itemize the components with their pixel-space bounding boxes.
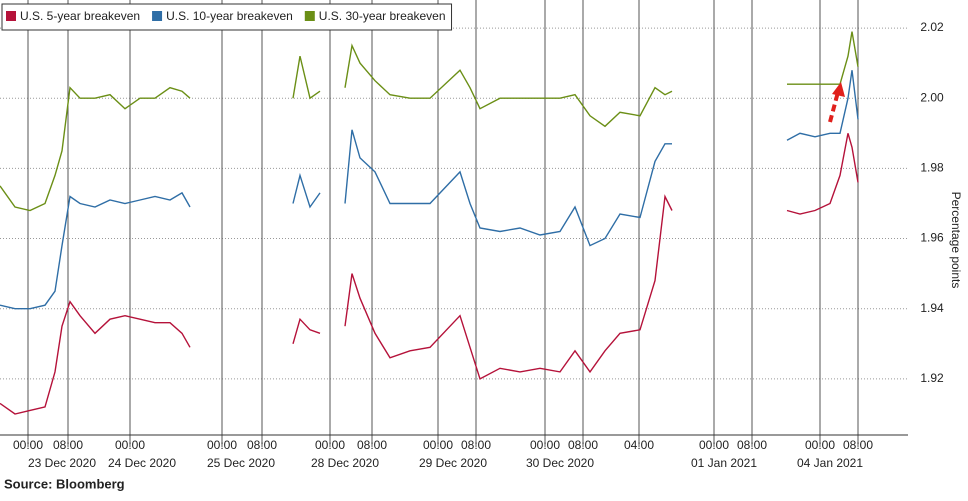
x-tick-label: 08:00 bbox=[737, 438, 767, 452]
legend-swatch bbox=[304, 11, 315, 21]
y-tick-label: 1.92 bbox=[920, 371, 944, 385]
x-day-label: 28 Dec 2020 bbox=[311, 456, 379, 470]
legend-swatch bbox=[152, 11, 163, 21]
x-day-label: 01 Jan 2021 bbox=[691, 456, 757, 470]
x-tick-label: 08:00 bbox=[568, 438, 598, 452]
x-tick-label: 00:00 bbox=[13, 438, 43, 452]
x-tick-label: 08:00 bbox=[247, 438, 277, 452]
x-tick-label: 00:00 bbox=[207, 438, 237, 452]
annotation-arrowhead bbox=[832, 82, 845, 97]
x-tick-label: 00:00 bbox=[530, 438, 560, 452]
x-tick-label: 00:00 bbox=[115, 438, 145, 452]
legend-label: U.S. 5-year breakeven bbox=[20, 9, 140, 23]
y-tick-label: 2.02 bbox=[920, 20, 944, 34]
x-day-label: 24 Dec 2020 bbox=[108, 456, 176, 470]
legend-label: U.S. 30-year breakeven bbox=[319, 9, 446, 23]
y-axis-title: Percentage points bbox=[949, 192, 963, 289]
x-tick-label: 08:00 bbox=[843, 438, 873, 452]
x-tick-label: 08:00 bbox=[53, 438, 83, 452]
x-day-label: 23 Dec 2020 bbox=[28, 456, 96, 470]
y-tick-label: 2.00 bbox=[920, 90, 944, 104]
legend-label: U.S. 10-year breakeven bbox=[166, 9, 293, 23]
series-line bbox=[0, 133, 859, 415]
y-tick-label: 1.94 bbox=[920, 301, 944, 315]
x-tick-label: 08:00 bbox=[357, 438, 387, 452]
series-line bbox=[0, 31, 859, 212]
y-tick-label: 1.98 bbox=[920, 161, 944, 175]
x-tick-label: 00:00 bbox=[423, 438, 453, 452]
x-tick-label: 00:00 bbox=[805, 438, 835, 452]
legend-box bbox=[1, 3, 453, 31]
x-day-label: 29 Dec 2020 bbox=[419, 456, 487, 470]
x-tick-label: 04:00 bbox=[624, 438, 654, 452]
x-tick-label: 08:00 bbox=[461, 438, 491, 452]
x-day-label: 25 Dec 2020 bbox=[207, 456, 275, 470]
annotation-arrow bbox=[828, 91, 840, 123]
x-tick-label: 00:00 bbox=[699, 438, 729, 452]
x-day-label: 04 Jan 2021 bbox=[797, 456, 863, 470]
source: Source: Bloomberg bbox=[4, 476, 125, 491]
legend: U.S. 5-year breakeven U.S. 10-year breake… bbox=[1, 3, 453, 31]
legend-swatch bbox=[6, 11, 16, 21]
x-tick-label: 00:00 bbox=[315, 438, 345, 452]
series-line bbox=[0, 70, 859, 310]
x-day-label: 30 Dec 2020 bbox=[526, 456, 594, 470]
plot-area bbox=[0, 0, 908, 447]
y-tick-label: 1.96 bbox=[920, 231, 944, 245]
